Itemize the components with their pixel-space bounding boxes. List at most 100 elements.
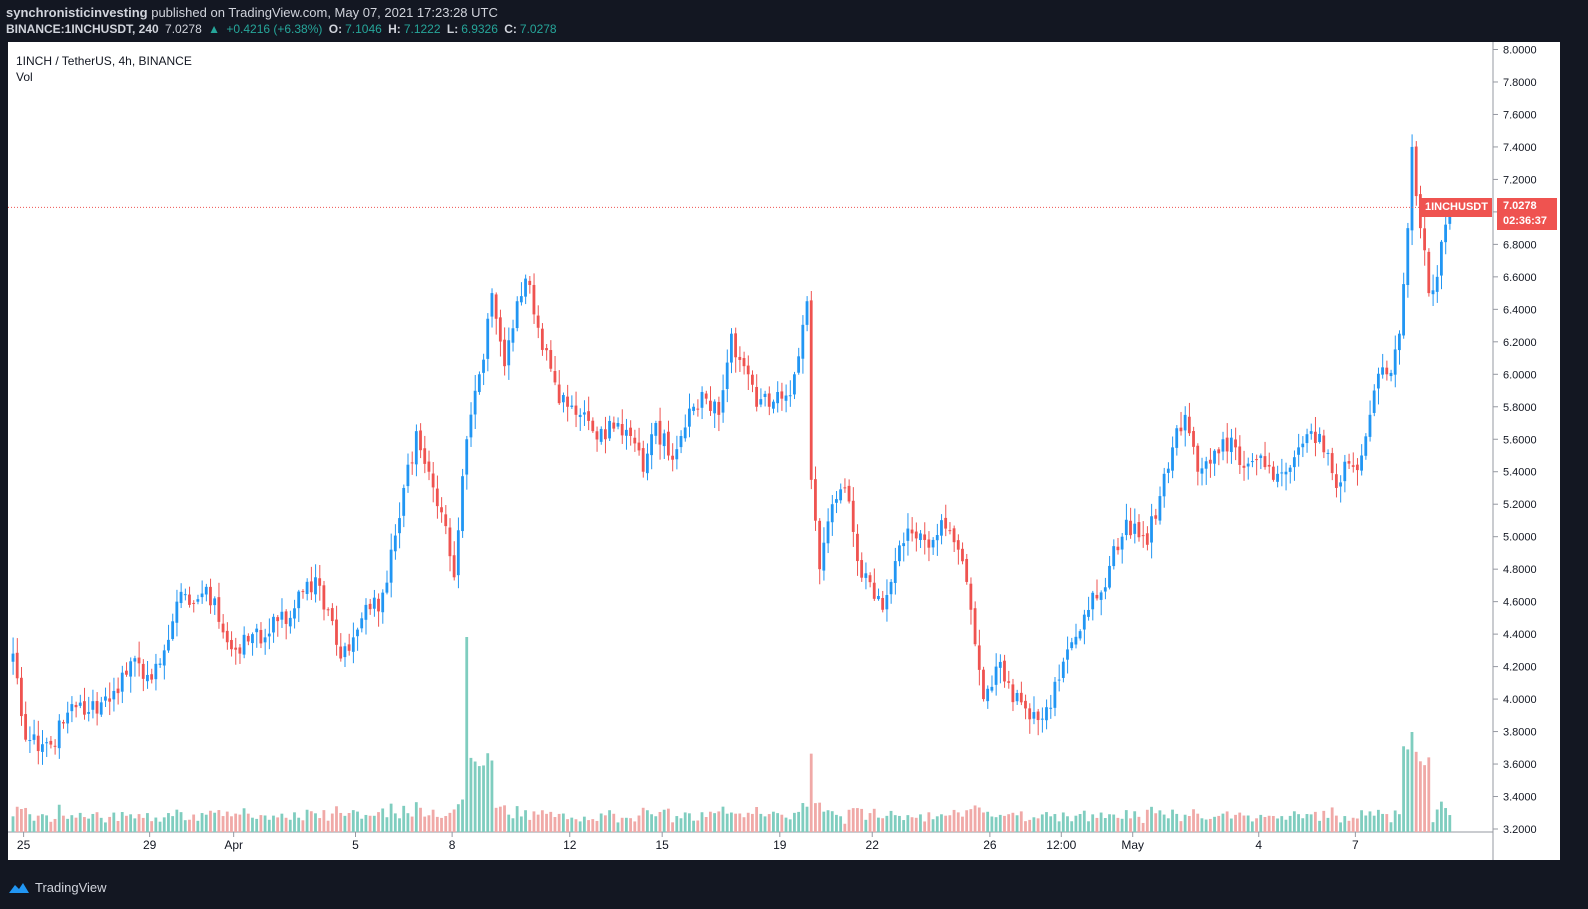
- volume-bar: [259, 815, 263, 832]
- candle-body: [1112, 546, 1116, 567]
- candle-body: [1355, 464, 1359, 471]
- legend-volume[interactable]: Vol: [16, 70, 33, 84]
- symbol-price-tag: 1INCHUSDT: [1421, 198, 1492, 218]
- candle-body: [965, 558, 969, 582]
- candle-body: [272, 616, 275, 633]
- candle-body: [427, 461, 431, 472]
- volume-bar: [137, 814, 141, 832]
- candle-body: [1259, 455, 1263, 458]
- volume-bar: [1053, 814, 1057, 832]
- volume-bar: [641, 807, 645, 832]
- chart-area[interactable]: 8.00007.80007.60007.40007.20007.00006.80…: [0, 40, 1588, 870]
- candle-body: [1330, 453, 1334, 474]
- volume-bar: [183, 820, 187, 832]
- candle-body: [990, 686, 994, 691]
- volume-bar: [158, 821, 162, 832]
- candle-body: [452, 555, 456, 578]
- candle-body: [456, 530, 460, 576]
- candle-body: [62, 722, 65, 724]
- high-value: 7.1222: [403, 22, 441, 36]
- volume-bar: [326, 820, 330, 832]
- candle-body: [356, 629, 359, 637]
- volume-bar: [591, 819, 595, 832]
- candle-body: [671, 455, 674, 460]
- candle-body: [469, 414, 473, 438]
- candle-body: [511, 328, 515, 343]
- y-tick-label: 6.4000: [1503, 304, 1537, 316]
- candle-body: [553, 371, 557, 383]
- volume-bar: [969, 809, 973, 832]
- candle-body: [801, 324, 805, 359]
- volume-bar: [1091, 814, 1095, 832]
- candle-body: [1116, 546, 1120, 551]
- volume-bar: [104, 822, 107, 832]
- volume-bar: [1108, 814, 1111, 832]
- tradingview-logo[interactable]: TradingView: [8, 880, 107, 895]
- volume-bar: [830, 811, 834, 832]
- y-tick-label: 6.6000: [1503, 272, 1537, 284]
- volume-bar: [847, 809, 851, 832]
- volume-bar: [1061, 812, 1065, 832]
- volume-bar: [948, 815, 952, 832]
- candle-body: [293, 608, 296, 619]
- volume-bar: [1007, 814, 1011, 832]
- author-name[interactable]: synchronisticinvesting: [6, 5, 148, 20]
- price-axis-pane: [1493, 42, 1560, 860]
- candle-body: [1082, 614, 1086, 630]
- volume-bar: [175, 809, 179, 832]
- candle-body: [1284, 471, 1288, 475]
- volume-bar: [1229, 818, 1233, 832]
- volume-bar: [633, 821, 637, 832]
- candle-body: [305, 581, 309, 594]
- y-tick-label: 6.2000: [1503, 337, 1537, 349]
- candle-body: [666, 431, 670, 456]
- candle-body: [1179, 427, 1183, 432]
- candle-body: [1091, 592, 1095, 610]
- volume-bar: [763, 816, 767, 832]
- candle-body: [1200, 468, 1204, 474]
- volume-bar: [1112, 814, 1116, 832]
- candle-body: [49, 740, 53, 745]
- candle-body: [881, 598, 885, 610]
- volume-bar: [1129, 818, 1132, 832]
- candle-body: [1368, 414, 1372, 437]
- candle-body: [133, 658, 137, 662]
- candle-body: [129, 661, 133, 677]
- candle-body: [1019, 692, 1023, 703]
- volume-bar: [1242, 815, 1246, 832]
- volume-bar: [759, 813, 763, 832]
- candlestick-chart[interactable]: 8.00007.80007.60007.40007.20007.00006.80…: [0, 40, 1588, 870]
- candle-body: [1402, 284, 1405, 336]
- candle-body: [1318, 433, 1321, 442]
- candle-body: [994, 666, 998, 685]
- volume-bar: [679, 818, 683, 832]
- volume-bar: [377, 812, 380, 832]
- volume-bar: [1133, 811, 1137, 832]
- volume-bar: [553, 817, 557, 832]
- volume-bar: [1263, 816, 1267, 832]
- low-value: 6.9326: [461, 22, 498, 36]
- volume-bar: [209, 810, 212, 832]
- candle-body: [477, 374, 481, 393]
- volume-bar: [721, 806, 725, 832]
- candle-body: [419, 430, 422, 451]
- candle-body: [935, 535, 939, 541]
- legend-title[interactable]: 1INCH / TetherUS, 4h, BINANCE: [16, 54, 192, 68]
- candle-body: [1372, 390, 1376, 413]
- volume-bar: [1431, 822, 1435, 832]
- candle-body: [843, 487, 847, 489]
- x-tick-label: Apr: [224, 838, 243, 852]
- volume-bar: [83, 817, 86, 832]
- candle-body: [708, 400, 712, 411]
- candle-body: [1385, 367, 1389, 375]
- chart-legend: 1INCH / TetherUS, 4h, BINANCE Vol: [16, 53, 192, 85]
- volume-bar: [1175, 813, 1179, 832]
- volume-bar: [1334, 815, 1338, 832]
- candle-body: [330, 608, 334, 622]
- volume-bar: [1003, 815, 1006, 832]
- volume-bar: [734, 813, 738, 832]
- volume-bar: [246, 813, 250, 832]
- y-tick-label: 4.4000: [1503, 629, 1537, 641]
- candle-body: [234, 647, 238, 650]
- candle-body: [1406, 228, 1410, 285]
